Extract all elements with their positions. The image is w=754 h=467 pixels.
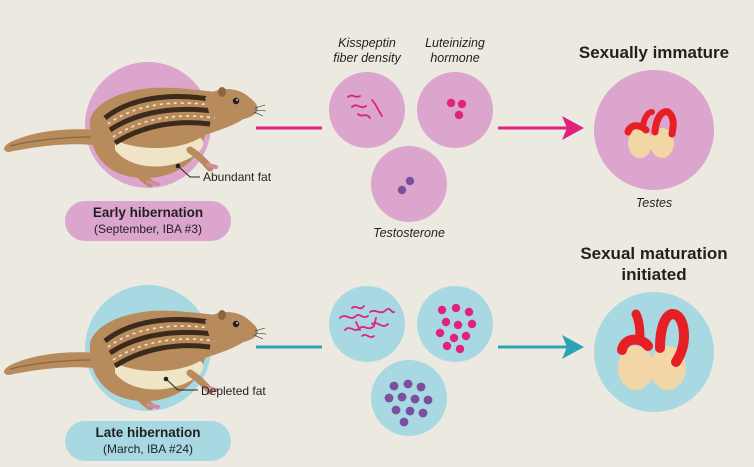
early-lh-dots: [446, 98, 467, 120]
late-testosterone-circle: [371, 360, 447, 436]
lh-label-line2: hormone: [430, 51, 479, 65]
kisspeptin-label-line2: fiber density: [333, 51, 401, 65]
fat-pointer-line: [165, 378, 198, 391]
early-row: Abundant fat Early hibernation (Septembe…: [4, 36, 729, 241]
early-hibernation-subtitle: (September, IBA #3): [94, 222, 202, 236]
early-hibernation-title: Early hibernation: [93, 205, 203, 220]
sexual-maturation-heading-line2: initiated: [621, 265, 686, 284]
late-testes-illustration: [617, 308, 690, 390]
early-testes-illustration: [624, 108, 677, 158]
testes-label: Testes: [636, 196, 672, 210]
early-testosterone-dots: [397, 176, 415, 195]
late-testes-circle: [594, 292, 714, 412]
late-testosterone-dots: [384, 379, 433, 427]
late-hibernation-title: Late hibernation: [95, 425, 200, 440]
sexually-immature-heading: Sexually immature: [579, 43, 729, 62]
early-hibernation-pill: [65, 201, 231, 241]
late-kisspeptin-fibers: [339, 305, 395, 339]
depleted-fat-label: Depleted fat: [201, 384, 266, 398]
lh-label-line1: Luteinizing: [425, 36, 485, 50]
early-kisspeptin-fibers: [347, 94, 383, 119]
kisspeptin-label-line1: Kisspeptin: [338, 36, 396, 50]
sexual-maturation-heading-line1: Sexual maturation: [580, 244, 727, 263]
fat-pointer-line: [177, 165, 200, 178]
late-arrow-head: [562, 335, 584, 359]
late-hibernation-pill: [65, 421, 231, 461]
early-lh-circle: [417, 72, 493, 148]
early-arrow-head: [562, 116, 584, 140]
late-hibernation-subtitle: (March, IBA #24): [103, 442, 193, 456]
late-lh-dots: [435, 303, 477, 354]
testosterone-label: Testosterone: [373, 226, 445, 240]
abundant-fat-label: Abundant fat: [203, 170, 272, 184]
late-row: Depleted fat Late hibernation (March, IB…: [4, 244, 728, 461]
early-kisspeptin-circle: [329, 72, 405, 148]
late-kisspeptin-circle: [329, 286, 405, 362]
